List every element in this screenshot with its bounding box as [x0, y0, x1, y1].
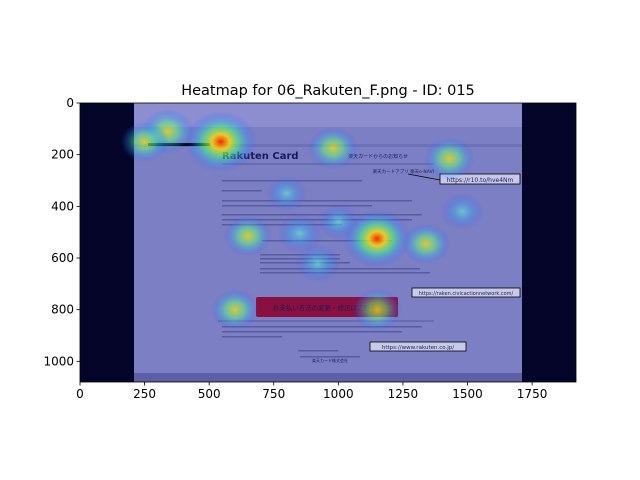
y-tick-label: 0 [66, 96, 74, 110]
plot-area: Rakuten Card 楽天カードからのお知らせ 楽天カードアプリ 楽天e-N… [80, 103, 576, 382]
x-axis: 0 250 500 750 1000 1250 1500 1750 [76, 382, 547, 401]
url-annotation-1-text: https://r10.to/hve4Nm [447, 177, 514, 184]
email-header-right: 楽天カードからのお知らせ [348, 153, 408, 160]
heatmap-hotspot [343, 209, 411, 268]
heatmap-hotspot [402, 223, 451, 265]
y-axis: 0 200 400 600 800 1000 [43, 96, 80, 368]
url-annotation-3-text: https://www.rakuten.co.jp/ [382, 345, 454, 351]
cta-button-label: お支払い方法の変更・修正はこちら › [273, 303, 382, 312]
heatmap-hotspot [120, 121, 169, 163]
url-annotation-2-text: https://raken.civicactionnetwork.com/ [419, 291, 514, 297]
x-tick-label: 1500 [452, 387, 483, 401]
y-tick-label: 1000 [43, 354, 74, 368]
axes-frame [79, 102, 577, 383]
heatmap-hotspot [317, 204, 359, 240]
y-tick-label: 800 [51, 303, 74, 317]
y-tick-label: 600 [51, 251, 74, 265]
heatmap-hotspot [352, 288, 403, 331]
email-footer-bar [134, 373, 522, 382]
x-tick-label: 1000 [323, 387, 354, 401]
heatmap-hotspot [294, 243, 341, 283]
heatmap-hotspot [424, 137, 475, 180]
heatmap-hotspot [440, 193, 485, 230]
footer-company: 楽天カード株式会社 [312, 357, 348, 363]
x-tick-label: 250 [133, 387, 156, 401]
y-tick-label: 200 [51, 148, 74, 162]
x-tick-label: 750 [262, 387, 285, 401]
heatmap-hotspot [308, 126, 359, 170]
heatmap-hotspot [211, 289, 259, 330]
url-annotation-1: https://r10.to/hve4Nm [407, 173, 521, 185]
x-tick-label: 1750 [517, 387, 548, 401]
x-tick-label: 500 [198, 387, 221, 401]
x-tick-label: 0 [76, 387, 84, 401]
heatmap-hotspots [120, 109, 485, 331]
heatmap-hotspot [184, 111, 257, 173]
y-tick-label: 400 [51, 199, 74, 213]
heatmap-hotspot [224, 215, 272, 257]
url-annotation-3: https://www.rakuten.co.jp/ [369, 341, 467, 352]
heatmap-hotspot [266, 175, 308, 211]
app-link-text: 楽天カードアプリ 楽天e-NAVI [373, 168, 434, 175]
rakuten-card-logo: Rakuten Card [222, 151, 299, 162]
url-annotation-2: https://raken.civicactionnetwork.com/ [411, 287, 521, 298]
chart-title: Heatmap for 06_Rakuten_F.png - ID: 015 [181, 83, 475, 99]
x-tick-label: 1250 [388, 387, 419, 401]
heatmap-hotspot [276, 214, 323, 253]
